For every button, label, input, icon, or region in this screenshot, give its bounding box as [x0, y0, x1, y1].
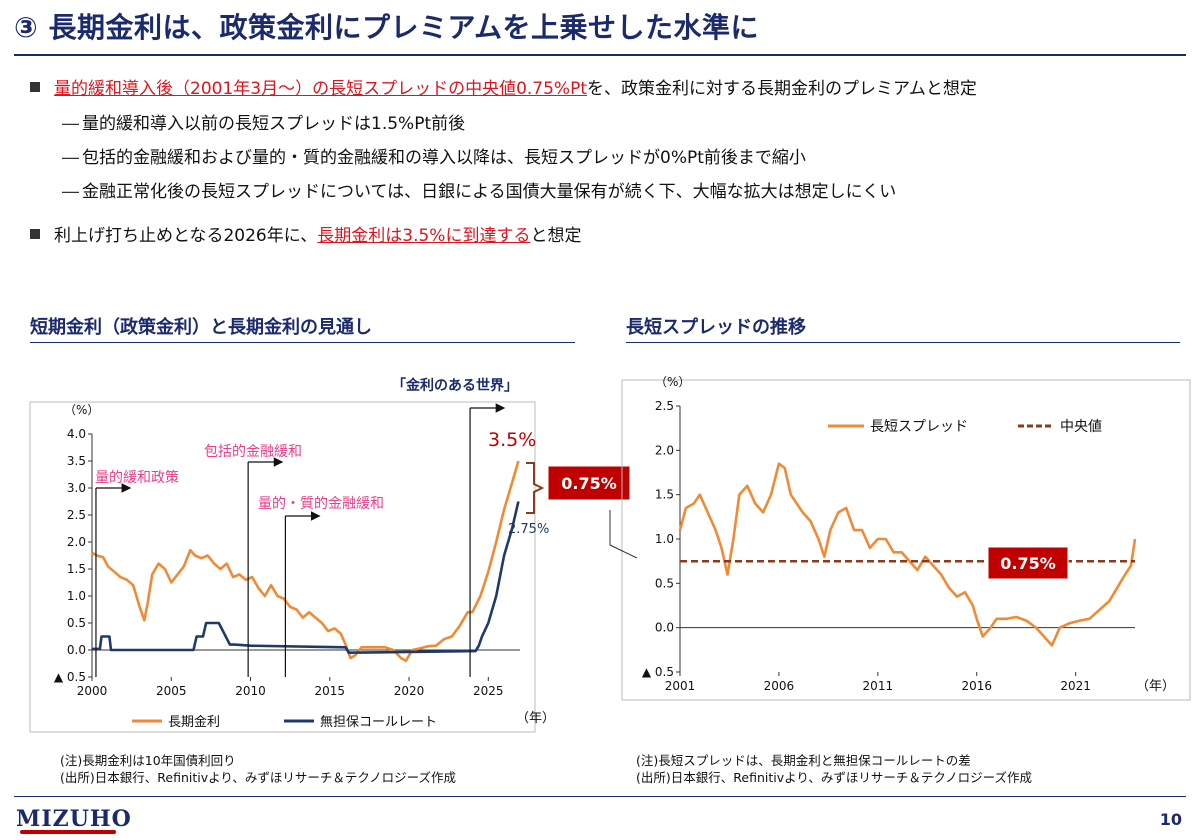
subbullet-1: ― 量的緩和導入以前の長短スプレッドは1.5%Pt前後 [62, 113, 465, 135]
left-note: (注)長期金利は10年国債利回り [60, 753, 236, 768]
y-tick-label: 2.5 [655, 399, 674, 413]
y-tick-label: 1.5 [655, 488, 674, 502]
series-line-1 [678, 462, 1137, 647]
bullet-premium-rest: を、政策金利に対する長期金利のプレミアムと想定 [587, 79, 977, 99]
dash-icon: ― [62, 148, 79, 168]
bullet-forecast-highlight: 長期金利は3.5%に到達する [317, 226, 531, 246]
x-tick-label: 2010 [235, 684, 266, 698]
legend-label-spread: 長短スプレッド [870, 419, 968, 435]
spread-badge [547, 465, 631, 501]
y-tick-label: 2.0 [655, 443, 674, 457]
subbullet-2: ― 包括的金融緩和および量的・質的金融緩和の導入以降は、長短スプレッドが0%Pt前… [62, 147, 806, 169]
bullet-forecast-c: と想定 [530, 226, 582, 246]
x-tick-label: 2015 [315, 684, 346, 698]
logo-swoosh-icon [20, 830, 116, 834]
y-tick-label: 3.5 [67, 454, 86, 468]
y-tick-label: ▲ 0.5 [54, 670, 86, 684]
spread-badge-label: 0.75% [561, 474, 617, 493]
x-tick-label: 2025 [473, 684, 504, 698]
x-tick-label: 2020 [394, 684, 425, 698]
spread-brace [526, 462, 545, 514]
median-badge-label: 0.75% [1000, 554, 1056, 573]
right-note: (注)長短スプレッドは、長期金利と無担保コールレートの差 [636, 753, 971, 768]
bullet-premium-highlight: 量的緩和導入後（2001年3月～）の長短スプレッドの中央値0.75%Pt [54, 79, 588, 99]
annotation-long-rate-end: 3.5% [488, 429, 536, 451]
bullet-forecast-a: 利上げ打ち止めとなる2026年に、 [54, 226, 318, 246]
bullet-premium: 量的緩和導入後（2001年3月～）の長短スプレッドの中央値0.75%Ptを、政策… [30, 78, 977, 100]
median-badge [987, 546, 1069, 580]
square-bullet-icon [30, 82, 40, 92]
annotation-rate-world: 「金利のある世界」 [392, 377, 518, 394]
legend-label-call-rate: 無担保コールレート [320, 715, 437, 730]
page-title: ③ 長期金利は、政策金利にプレミアムを上乗せした水準に [14, 11, 759, 44]
x-tick-label: 2006 [764, 679, 795, 693]
footer-divider [14, 796, 1186, 797]
y-tick-label: 1.0 [655, 532, 674, 546]
plot-frame [621, 379, 1191, 701]
legend-label-median: 中央値 [1060, 419, 1102, 435]
left-source: (出所)日本銀行、Refinitivより、みずほリサーチ＆テクノロジーズ作成 [60, 770, 456, 785]
dash-icon: ― [62, 114, 79, 134]
annotation-qe-policy: 量的緩和政策 [95, 469, 179, 486]
y-tick-label: 0.0 [655, 621, 674, 635]
y-tick-label: 0.0 [67, 643, 86, 657]
annotation-qqe: 量的・質的金融緩和 [258, 496, 384, 512]
series-line-1 [91, 460, 520, 663]
x-tick-label: 2016 [961, 679, 992, 693]
y-tick-label: 0.5 [67, 616, 86, 630]
right-section-rule [626, 342, 1180, 343]
legend-label-long-rate: 長期金利 [168, 714, 220, 730]
badge-connector [609, 510, 638, 559]
series-line-2 [92, 501, 520, 655]
x-axis-label: （年） [516, 711, 555, 726]
mizuho-logo: MIZUHO [16, 806, 132, 832]
x-tick-label: 2011 [863, 679, 894, 693]
y-tick-label: 1.0 [67, 589, 86, 603]
title-divider [14, 54, 1186, 56]
plot-frame [29, 401, 536, 733]
page-number: 10 [1159, 810, 1182, 829]
y-tick-label: 3.0 [67, 481, 86, 495]
y-tick-label: 1.5 [67, 562, 86, 576]
y-axis-label: （%） [655, 375, 690, 389]
annotation-comprehensive-easing: 包括的金融緩和 [204, 444, 302, 460]
square-bullet-icon [30, 229, 40, 239]
dash-icon: ― [62, 182, 79, 202]
bullet-forecast: 利上げ打ち止めとなる2026年に、長期金利は3.5%に到達すると想定 [30, 225, 581, 247]
left-section-rule [30, 342, 575, 343]
x-tick-label: 2001 [665, 679, 696, 693]
y-tick-label: 2.5 [67, 508, 86, 522]
x-tick-label: 2005 [156, 684, 187, 698]
y-tick-label: 0.5 [655, 576, 674, 590]
x-tick-label: 2021 [1060, 679, 1091, 693]
x-tick-label: 2000 [77, 684, 108, 698]
spread-chart: ▲ 0.5 0.0 0.5 1.0 1.5 2.0 2.5 2001 2006 2011 2016 2… [609, 375, 1191, 701]
y-tick-label: ▲ 0.5 [642, 665, 674, 679]
right-source: (出所)日本銀行、Refinitivより、みずほリサーチ＆テクノロジーズ作成 [636, 770, 1032, 785]
y-tick-label: 4.0 [67, 427, 86, 441]
subbullet-2-text: 包括的金融緩和および量的・質的金融緩和の導入以降は、長短スプレッドが0%Pt前後… [82, 148, 806, 168]
subbullet-3: ― 金融正常化後の長短スプレッドについては、日銀による国債大量保有が続く下、大幅な… [62, 181, 896, 203]
x-axis-label: （年） [1136, 679, 1175, 694]
y-tick-label: 2.0 [67, 535, 86, 549]
left-section-title: 短期金利（政策金利）と長期金利の見通し [30, 317, 372, 338]
y-axis-label: （%） [64, 403, 99, 417]
annotation-call-rate-end: 2.75% [508, 522, 549, 537]
rates-outlook-chart: ▲ 0.5 0.0 0.5 1.0 1.5 2.0 2.5 3.0 3.5 4.0 2000 2005… [29, 377, 631, 733]
subbullet-3-text: 金融正常化後の長短スプレッドについては、日銀による国債大量保有が続く下、大幅な拡… [82, 182, 897, 202]
right-section-title: 長短スプレッドの推移 [626, 317, 806, 338]
subbullet-1-text: 量的緩和導入以前の長短スプレッドは1.5%Pt前後 [82, 114, 466, 134]
